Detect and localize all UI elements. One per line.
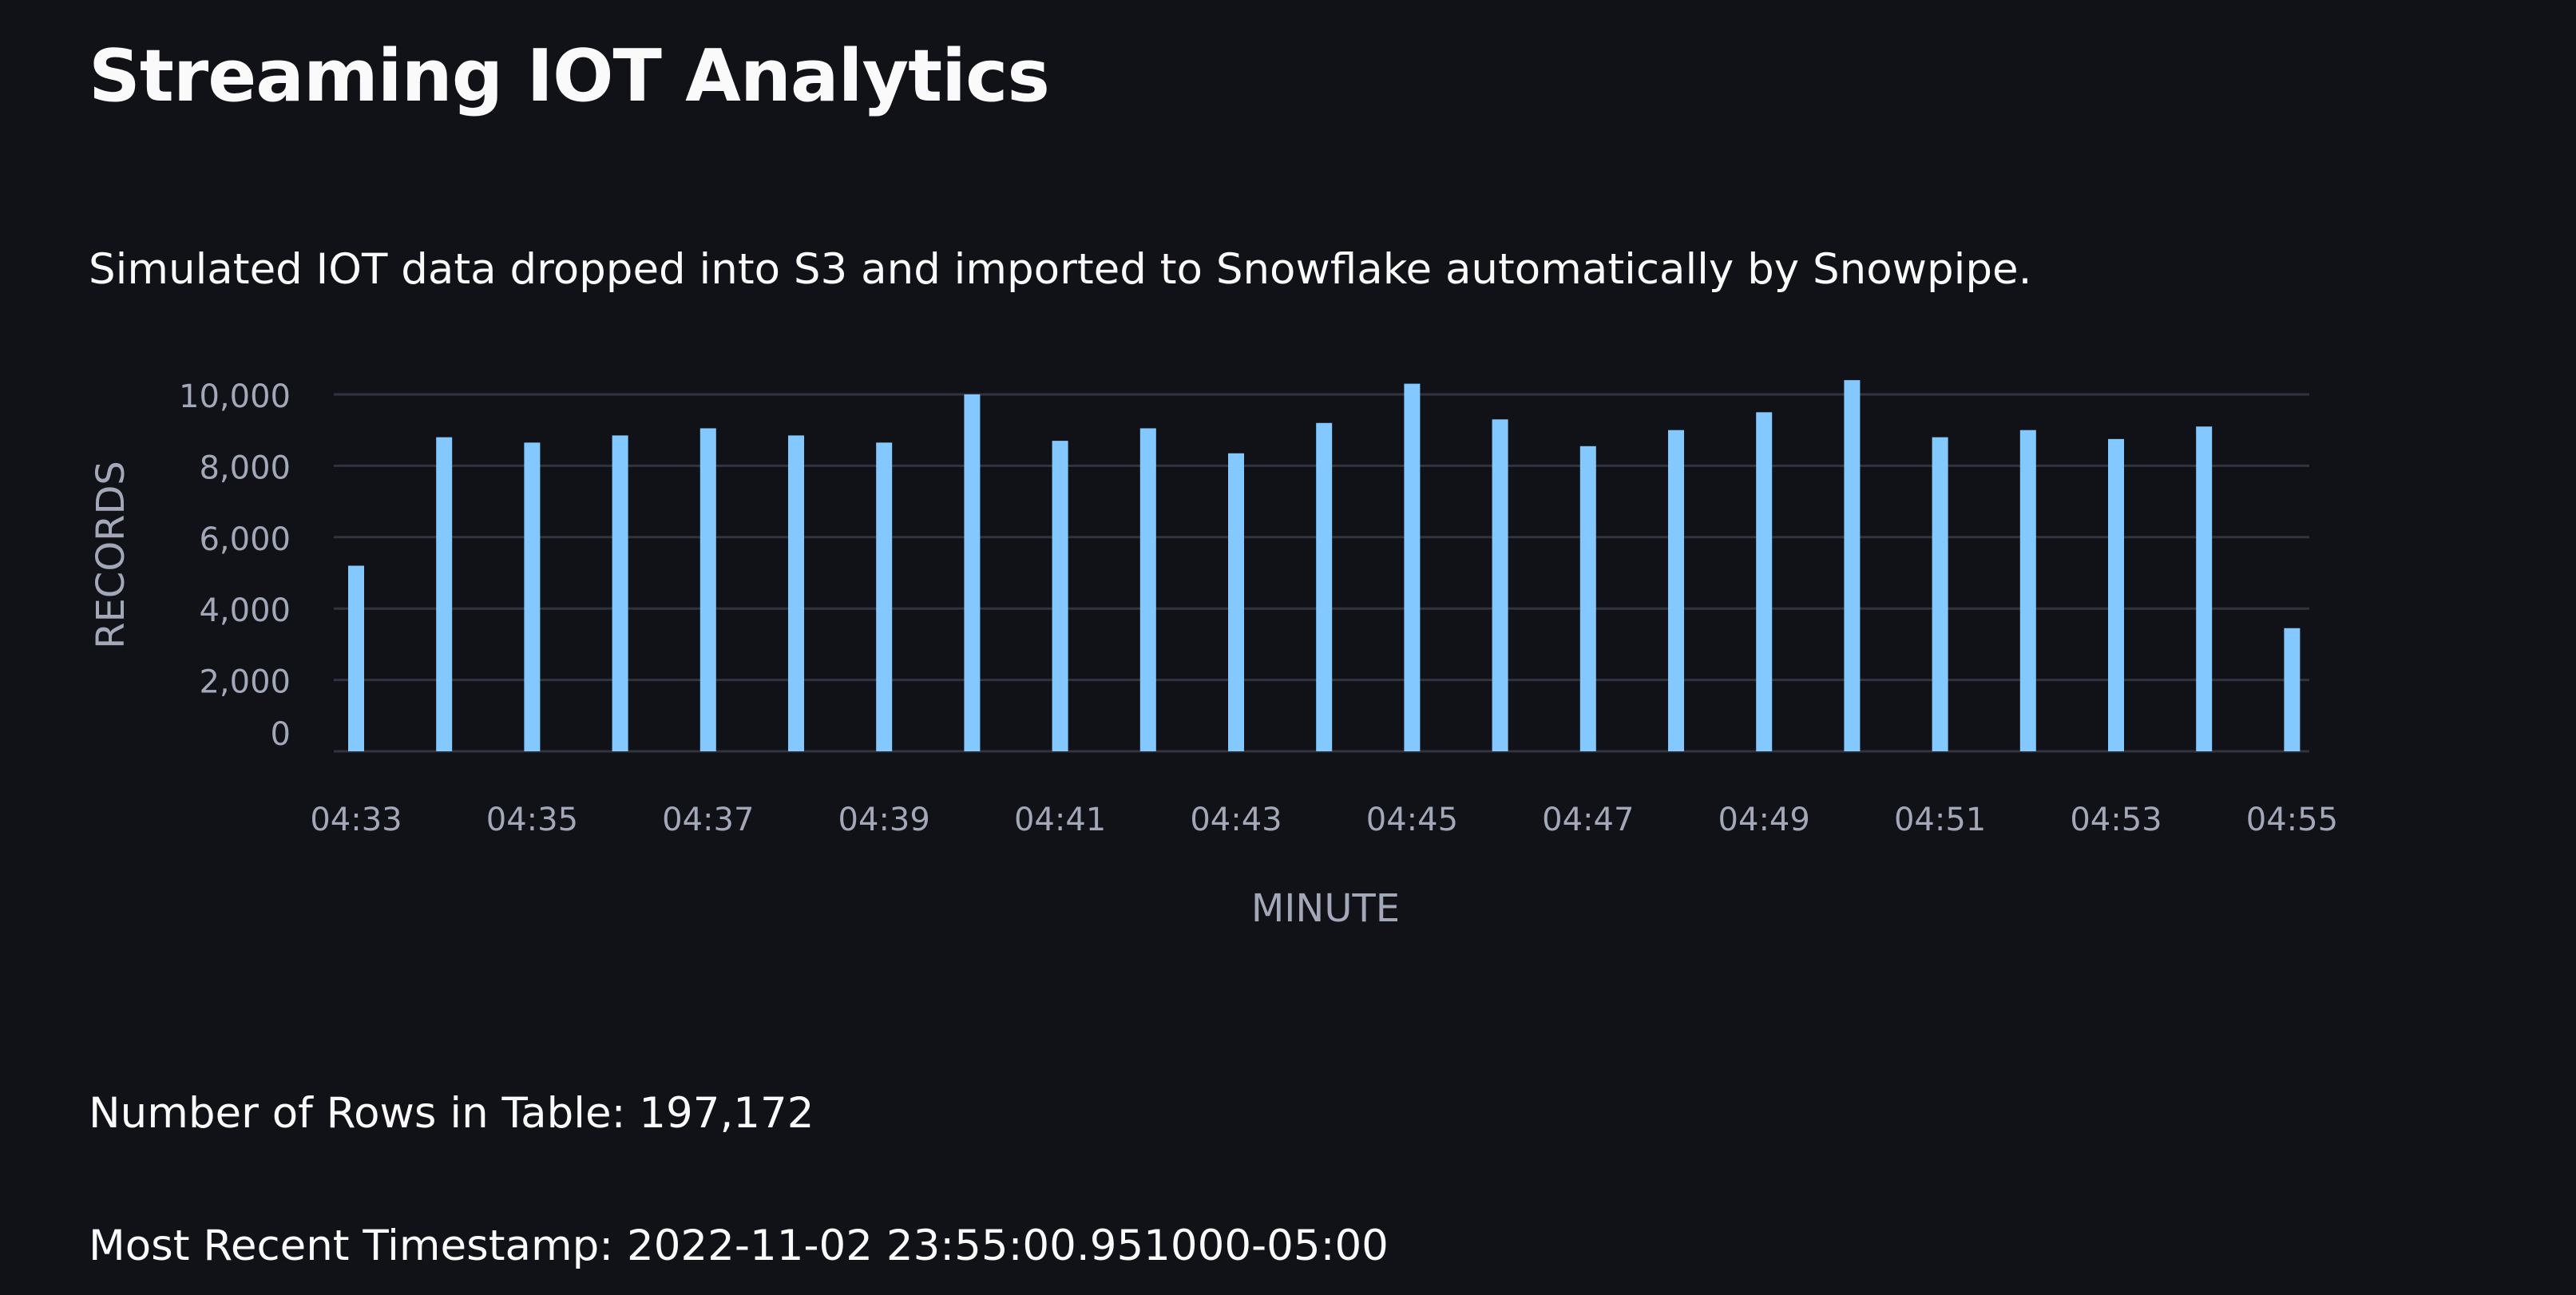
recent-timestamp-line: Most Recent Timestamp: 2022-11-02 23:55:… [89, 1214, 1389, 1278]
rows-count-line: Number of Rows in Table: 197,172 [89, 1082, 814, 1146]
bar-04-37 [699, 428, 716, 751]
bar-04-36 [612, 435, 628, 751]
bar-04-55 [2284, 628, 2301, 751]
x-tick-label: 04:55 [2246, 802, 2338, 838]
x-tick-label: 04:35 [486, 802, 578, 838]
y-tick-label: 2,000 [199, 664, 291, 701]
bar-04-50 [1844, 380, 1861, 751]
bar-04-46 [1492, 419, 1508, 751]
x-tick-label: 04:43 [1190, 802, 1282, 838]
page-title: Streaming IOT Analytics [89, 34, 1050, 118]
bar-04-54 [2196, 426, 2213, 751]
x-tick-label: 04:53 [2070, 802, 2162, 838]
y-axis-title: RECORDS [89, 461, 133, 649]
x-tick-label: 04:45 [1366, 802, 1458, 838]
x-tick-label: 04:33 [310, 802, 402, 838]
x-axis-title: MINUTE [1251, 886, 1400, 931]
bar-04-34 [436, 437, 453, 751]
bar-04-51 [1932, 437, 1948, 751]
x-tick-label: 04:39 [838, 802, 930, 838]
bar-04-42 [1139, 428, 1156, 751]
x-axis-ticks: 04:33 04:35 04:37 04:39 04:41 04:43 04:45 04:47… [310, 802, 2338, 838]
bar-04-44 [1316, 422, 1333, 751]
bar-04-43 [1228, 453, 1244, 751]
y-tick-label: 6,000 [199, 521, 291, 558]
bar-04-53 [2108, 438, 2124, 751]
x-tick-label: 04:51 [1894, 802, 1986, 838]
bar-04-45 [1404, 383, 1421, 751]
bar-04-40 [964, 394, 981, 751]
chart-bars [348, 380, 2301, 751]
y-tick-label: 10,000 [179, 378, 291, 415]
chart-gridlines [334, 393, 2309, 753]
bar-04-41 [1052, 441, 1068, 751]
bar-04-49 [1756, 412, 1773, 751]
x-tick-label: 04:47 [1542, 802, 1634, 838]
x-tick-label: 04:41 [1014, 802, 1106, 838]
bar-04-48 [1668, 430, 1684, 751]
x-tick-label: 04:49 [1718, 802, 1810, 838]
y-tick-label: 0 [271, 716, 291, 753]
rows-count-label: Number of Rows in Table: [89, 1089, 626, 1138]
x-tick-label: 04:37 [662, 802, 754, 838]
bar-04-35 [524, 442, 541, 751]
bar-04-39 [876, 442, 893, 751]
recent-timestamp-value: 2022-11-02 23:55:00.951000-05:00 [626, 1222, 1389, 1270]
bar-04-38 [788, 435, 804, 751]
bar-04-52 [2019, 430, 2036, 751]
recent-timestamp-label: Most Recent Timestamp: [89, 1222, 614, 1270]
rows-count-value: 197,172 [639, 1089, 814, 1138]
bar-04-47 [1579, 446, 1596, 751]
y-tick-label: 4,000 [199, 592, 291, 629]
page-subtitle: Simulated IOT data dropped into S3 and i… [89, 245, 2032, 294]
y-axis-ticks: 0 2,000 4,000 6,000 8,000 10,000 [179, 378, 291, 753]
y-tick-label: 8,000 [199, 449, 291, 486]
bar-04-33 [348, 565, 364, 751]
